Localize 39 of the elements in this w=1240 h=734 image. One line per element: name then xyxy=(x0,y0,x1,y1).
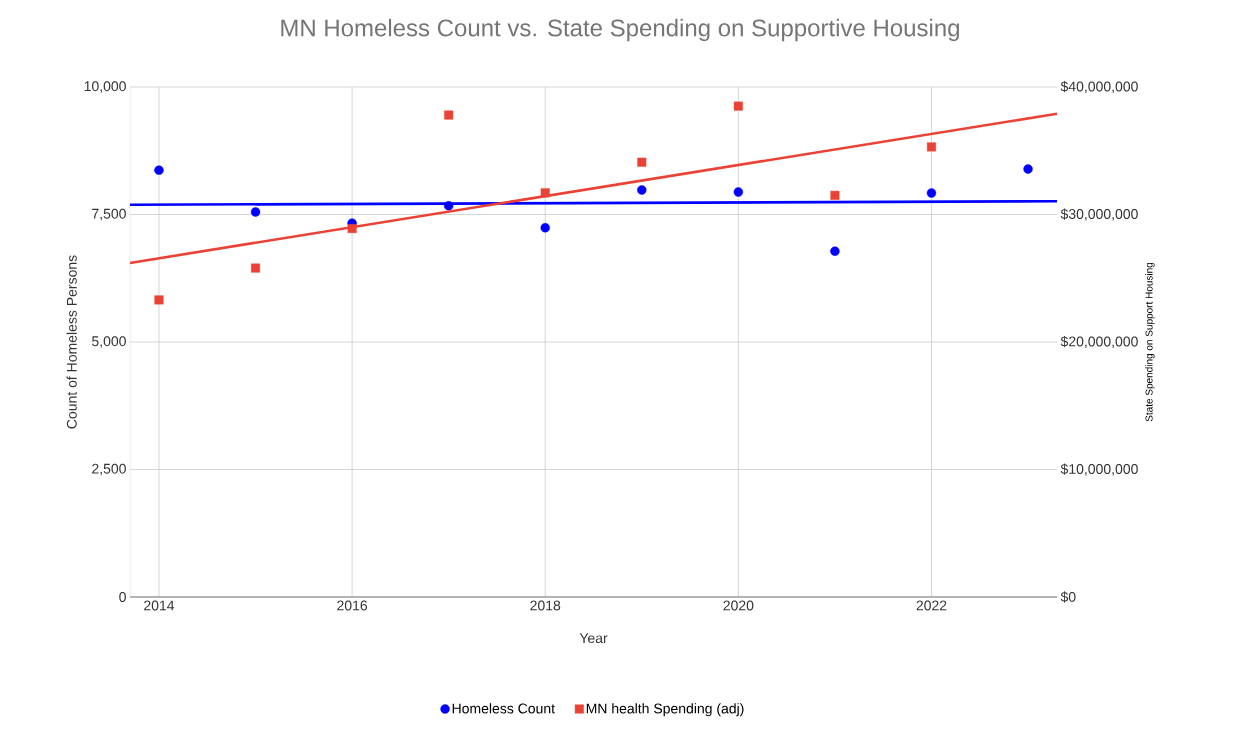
y-tick-label: 10,000 xyxy=(84,81,126,93)
point xyxy=(830,190,840,200)
point xyxy=(926,142,936,152)
point xyxy=(154,295,164,305)
legend-label: MN health Spending (adj) xyxy=(586,703,744,717)
y-axis-title: Count of Homeless Persons xyxy=(66,255,77,429)
y-tick-label: 7,500 xyxy=(92,208,126,221)
point xyxy=(1023,164,1033,174)
point xyxy=(444,110,454,120)
point xyxy=(637,185,647,195)
y-tick-label: 5,000 xyxy=(92,336,126,348)
point xyxy=(733,101,743,111)
point xyxy=(251,263,261,273)
y2-tick-label: $10,000,000 xyxy=(1060,463,1138,476)
point xyxy=(540,188,550,198)
point xyxy=(250,207,261,217)
point xyxy=(347,224,357,234)
y2-tick-label: $40,000,000 xyxy=(1060,80,1138,94)
x-axis-title: Year xyxy=(579,633,608,644)
y2-axis-title: State Spending on Support Housing xyxy=(1145,262,1155,422)
point xyxy=(733,187,744,197)
point xyxy=(540,223,550,233)
chart-title: MN Homeless Count vs. State Spending on Supportive Housing xyxy=(281,18,959,42)
y2-tick-label: $0 xyxy=(1060,591,1076,603)
point xyxy=(830,246,840,256)
point xyxy=(443,201,454,211)
x-tick-label: 2014 xyxy=(144,600,175,611)
y-tick-label: 2,500 xyxy=(92,463,126,476)
point xyxy=(154,165,164,175)
x-tick-label: 2020 xyxy=(723,600,754,611)
x-tick-label: 2018 xyxy=(530,600,561,611)
point xyxy=(637,157,647,167)
y2-tick-label: $20,000,000 xyxy=(1060,335,1138,349)
y2-tick-label: $30,000,000 xyxy=(1060,208,1138,221)
point xyxy=(926,188,937,198)
x-tick-label: 2022 xyxy=(916,600,947,611)
legend-label: Homeless Count xyxy=(452,703,555,714)
y-tick-label: 0 xyxy=(119,592,126,602)
x-tick-label: 2016 xyxy=(337,600,368,611)
